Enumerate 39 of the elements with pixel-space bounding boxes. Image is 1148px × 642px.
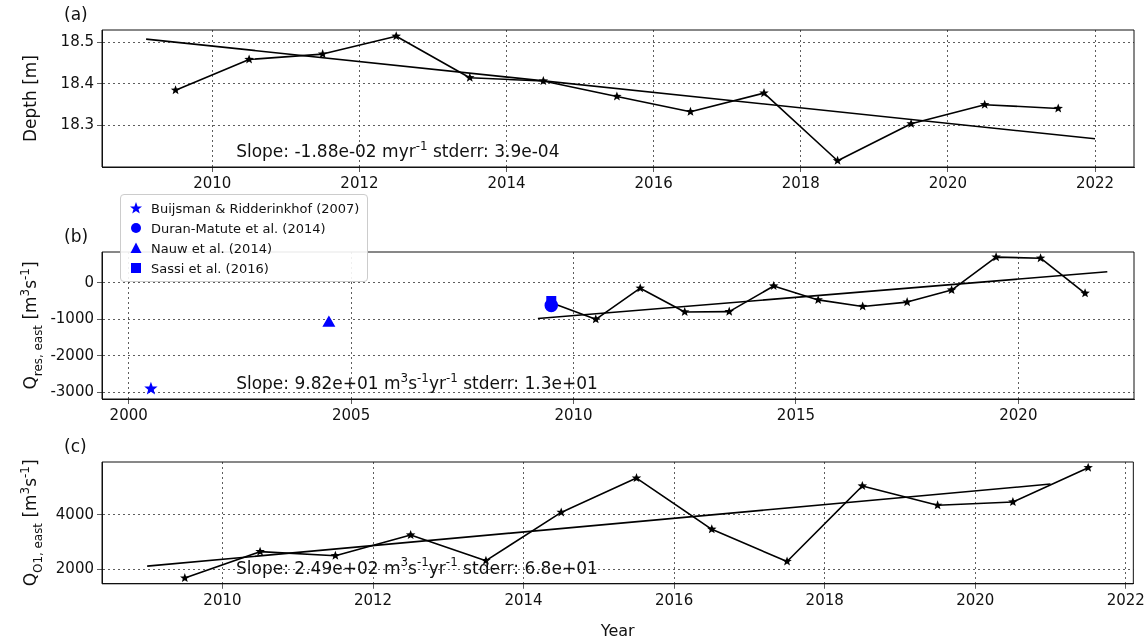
x-tick-label: 2020 bbox=[956, 590, 995, 609]
x-axis-title: Year bbox=[599, 621, 636, 641]
legend-label: Nauw et al. (2014) bbox=[151, 240, 272, 256]
x-tick-label: 2010 bbox=[554, 405, 593, 424]
y-tick-label: -2000 bbox=[50, 345, 94, 364]
y-axis-title: Qres, east [m3s-1] bbox=[17, 261, 45, 390]
y-tick-label: 2000 bbox=[55, 559, 94, 578]
x-tick-label: 2012 bbox=[353, 590, 393, 609]
x-tick-label: 2015 bbox=[776, 405, 816, 424]
x-tick-label: 2005 bbox=[332, 405, 371, 424]
legend-label: Duran-Matute et al. (2014) bbox=[151, 220, 326, 236]
y-tick-label: -1000 bbox=[50, 309, 94, 328]
x-tick-label: 2016 bbox=[634, 173, 673, 192]
x-tick-label: 2018 bbox=[805, 590, 844, 609]
chart-title: (b) bbox=[64, 226, 89, 247]
y-tick-label: 0 bbox=[84, 272, 94, 291]
x-tick-label: 2014 bbox=[504, 590, 543, 609]
legend-label: Sassi et al. (2016) bbox=[151, 260, 269, 276]
x-tick-label: 2020 bbox=[928, 173, 967, 192]
y-axis-title: Depth [m] bbox=[20, 54, 41, 142]
x-tick-label: 2016 bbox=[655, 590, 694, 609]
chart-title: (c) bbox=[64, 436, 87, 457]
y-tick-label: -3000 bbox=[50, 382, 94, 401]
x-tick-label: 2012 bbox=[340, 173, 379, 192]
x-tick-label: 2000 bbox=[109, 405, 148, 424]
y-tick-label: 18.5 bbox=[60, 32, 94, 51]
legend-label: Buijsman & Ridderinkhof (2007) bbox=[151, 200, 360, 216]
y-tick-label: 18.4 bbox=[60, 73, 94, 92]
y-axis-title: QO1, east [m3s-1] bbox=[17, 459, 45, 587]
x-tick-label: 2018 bbox=[781, 173, 820, 192]
x-tick-label: 2014 bbox=[487, 173, 526, 192]
x-tick-label: 2010 bbox=[203, 590, 242, 609]
x-tick-label: 2010 bbox=[193, 173, 232, 192]
x-tick-label: 2020 bbox=[999, 405, 1038, 424]
x-tick-label: 2022 bbox=[1106, 590, 1145, 609]
y-tick-label: 4000 bbox=[55, 504, 94, 523]
x-tick-label: 2022 bbox=[1075, 173, 1115, 192]
y-tick-label: 18.3 bbox=[60, 115, 94, 134]
chart-title: (a) bbox=[64, 4, 88, 25]
